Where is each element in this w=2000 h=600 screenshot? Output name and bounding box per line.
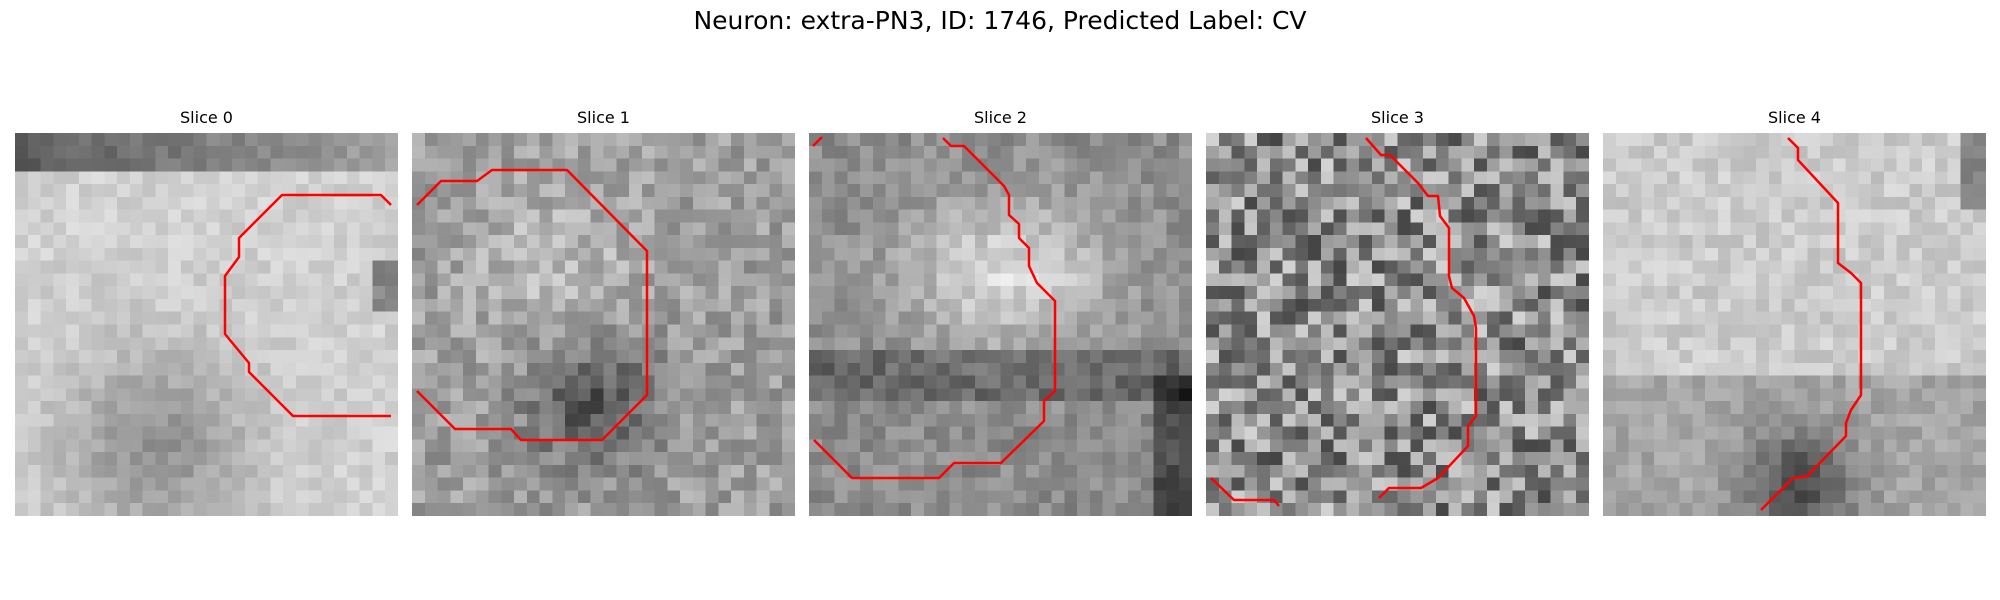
slice-title-0: Slice 0 [180,108,233,127]
slice-title-1: Slice 1 [577,108,630,127]
slice-image-0 [15,133,398,516]
slice-title-3: Slice 3 [1371,108,1424,127]
cell-contour-4 [1760,137,1863,511]
cell-contour-3a [1365,137,1478,499]
contour-overlay-4 [1760,137,1863,511]
slice-panel-0: Slice 0 [15,108,398,516]
cell-contour-2b [813,137,1057,480]
contour-overlay-0 [223,193,392,418]
slice-image-2 [809,133,1192,516]
slice-panel-1: Slice 1 [412,108,795,516]
slice-title-4: Slice 4 [1768,108,1821,127]
slice-panel-4: Slice 4 [1603,108,1986,516]
contour-overlay-2 [812,136,1057,480]
slice-panel-2: Slice 2 [809,108,1192,516]
cell-contour-2 [812,136,823,147]
slice-panel-3: Slice 3 [1206,108,1589,516]
figure-title: Neuron: extra-PN3, ID: 1746, Predicted L… [693,6,1307,35]
contour-overlay-3 [1210,137,1478,507]
slice-image-3 [1206,133,1589,516]
slice-title-2: Slice 2 [974,108,1027,127]
contour-overlay-1 [416,168,649,442]
slice-image-4 [1603,133,1986,516]
cell-contour-3b [1210,477,1280,507]
slice-image-1 [412,133,795,516]
cell-contour-1 [416,168,649,442]
cell-contour-0 [223,193,392,418]
